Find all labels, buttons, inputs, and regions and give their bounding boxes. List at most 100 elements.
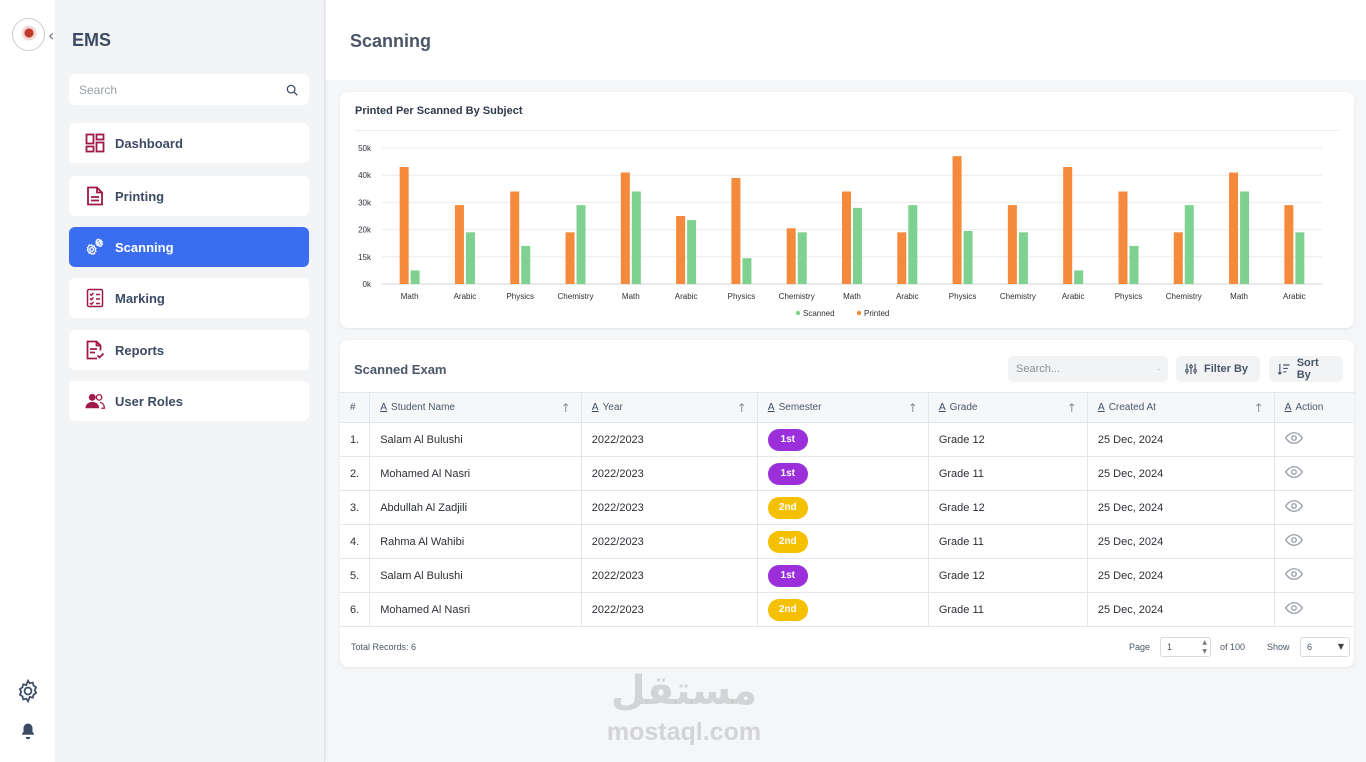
notifications-bell-icon[interactable] [14, 717, 42, 745]
dashboard-icon [85, 133, 105, 153]
x-tick-label: Physics [728, 292, 756, 301]
table-search[interactable] [1008, 356, 1168, 382]
gears-icon [85, 237, 105, 257]
chart-card: Printed Per Scanned By Subject 0k 15k 20k 3… [340, 92, 1354, 328]
x-tick-label: Chemistry [1166, 292, 1202, 301]
document-icon [85, 186, 105, 206]
watermark-arabic: مستقل [610, 668, 758, 714]
bar-scanned [797, 232, 807, 284]
watermark: مستقل mostaql.com [598, 668, 770, 748]
y-tick-label: 40k [358, 171, 372, 180]
eye-view-icon[interactable] [1284, 568, 1303, 580]
sort-arrow-icon[interactable]: ↑ [1253, 401, 1264, 415]
table-search-input[interactable] [1016, 363, 1158, 375]
table-row: 5. Salam Al Bulushi 2022/2023 1st Grade 12 25… [340, 558, 1354, 593]
column-header-year[interactable]: A Year ↑ [581, 392, 758, 423]
table-row: 2. Mohamed Al Nasri 2022/2023 1st Grade 11 25… [340, 456, 1354, 491]
sidebar-item-dashboard[interactable]: Dashboard [69, 123, 309, 163]
grade: Grade 11 [928, 592, 1088, 627]
x-tick-label: Math [1230, 292, 1248, 301]
text-column-icon: A [1284, 402, 1292, 413]
sidebar-item-printing[interactable]: Printing [69, 176, 309, 216]
sidebar-search-input[interactable] [79, 82, 285, 97]
table-row: 3. Abdullah Al Zadjili 2022/2023 2nd Grade 1… [340, 490, 1354, 525]
eye-view-icon[interactable] [1284, 500, 1303, 512]
created-at: 25 Dec, 2024 [1087, 456, 1275, 491]
student-name: Mohamed Al Nasri [369, 456, 582, 491]
total-records: Total Records: 6 [351, 642, 417, 652]
eye-view-icon[interactable] [1284, 602, 1303, 614]
semester-cell: 2nd [757, 490, 929, 525]
semester-badge: 2nd [767, 496, 808, 519]
column-header-semester[interactable]: A Semester ↑ [757, 392, 929, 423]
table-header-row: # A Student Name ↑ A Year ↑ A Semester ↑ A Grad… [340, 392, 1354, 423]
bar-scanned [742, 258, 752, 284]
users-icon [85, 391, 105, 411]
student-name: Abdullah Al Zadjili [369, 490, 582, 525]
app-logo[interactable] [12, 18, 45, 51]
sidebar-item-label: Scanning [115, 239, 174, 255]
bar-scanned [853, 207, 862, 284]
bar-scanned [631, 191, 641, 284]
bar-printed [952, 156, 962, 284]
semester-cell: 1st [757, 558, 929, 593]
page-of-total: of 100 [1220, 642, 1246, 652]
rows-per-page-select[interactable]: 6 ▼ [1300, 637, 1350, 657]
page-label: Page [1129, 642, 1151, 652]
sort-arrow-icon[interactable]: ↑ [1066, 401, 1077, 415]
sort-lines-icon [1277, 363, 1290, 375]
sort-by-label: Sort By [1296, 357, 1319, 381]
eye-view-icon[interactable] [1284, 432, 1303, 444]
eye-view-icon[interactable] [1284, 466, 1303, 478]
student-name: Salam Al Bulushi [369, 422, 582, 457]
spinner-arrows-icon[interactable]: ▲ ▼ [1202, 639, 1207, 655]
x-tick-label: Arabic [675, 292, 698, 301]
text-column-icon: A [767, 402, 775, 413]
page-number-input[interactable]: 1 ▲ ▼ [1160, 637, 1211, 657]
grade: Grade 11 [928, 456, 1088, 491]
sidebar-item-label: User Roles [115, 393, 183, 409]
bar-scanned [908, 205, 918, 284]
bar-scanned [521, 245, 531, 284]
y-tick-label: 30k [358, 198, 372, 207]
scanned-exam-table: # A Student Name ↑ A Year ↑ A Semester ↑ A Grad… [340, 392, 1354, 627]
x-tick-label: Chemistry [558, 292, 594, 301]
column-header-created-at[interactable]: A Created At ↑ [1087, 392, 1275, 423]
grade: Grade 11 [928, 524, 1088, 559]
eye-view-icon[interactable] [1284, 534, 1303, 546]
text-column-icon: A [1097, 402, 1105, 413]
text-column-icon: A [591, 402, 599, 413]
sort-arrow-icon[interactable]: ↑ [560, 401, 571, 415]
semester-badge: 1st [767, 462, 808, 485]
x-tick-label: Physics [506, 292, 534, 301]
created-at: 25 Dec, 2024 [1087, 490, 1275, 525]
semester-badge: 2nd [767, 530, 808, 553]
bar-scanned [576, 205, 586, 284]
table-row: 4. Rahma Al Wahibi 2022/2023 2nd Grade 11 25 … [340, 524, 1354, 559]
bar-printed [1173, 232, 1183, 284]
sort-arrow-icon[interactable]: ↑ [736, 401, 747, 415]
column-header-grade[interactable]: A Grade ↑ [928, 392, 1088, 423]
search-icon[interactable] [285, 83, 299, 97]
search-icon[interactable] [1158, 363, 1160, 376]
column-header-number: # [340, 392, 371, 423]
sidebar-item-user-roles[interactable]: User Roles [69, 381, 309, 421]
sidebar-item-scanning[interactable]: Scanning [69, 227, 309, 267]
table-footer: Total Records: 6 Page 1 ▲ ▼ of 100 Show 6 ▼ [340, 628, 1354, 667]
bar-scanned [410, 270, 420, 284]
legend-marker [795, 310, 801, 316]
sort-by-button[interactable]: Sort By [1269, 356, 1343, 382]
legend-marker [856, 310, 862, 316]
filter-by-button[interactable]: Filter By [1176, 356, 1260, 382]
sidebar-search[interactable] [69, 74, 309, 105]
column-header-student-name[interactable]: A Student Name ↑ [369, 392, 582, 423]
bar-printed [399, 167, 409, 284]
row-number: 1. [340, 422, 371, 457]
sidebar-item-reports[interactable]: Reports [69, 330, 309, 370]
sort-arrow-icon[interactable]: ↑ [907, 401, 918, 415]
collapse-sidebar-icon[interactable]: ‹ [48, 26, 55, 45]
settings-icon[interactable] [14, 677, 42, 705]
sidebar-item-marking[interactable]: Marking [69, 278, 309, 318]
bar-printed [676, 216, 686, 284]
year: 2022/2023 [581, 422, 758, 457]
